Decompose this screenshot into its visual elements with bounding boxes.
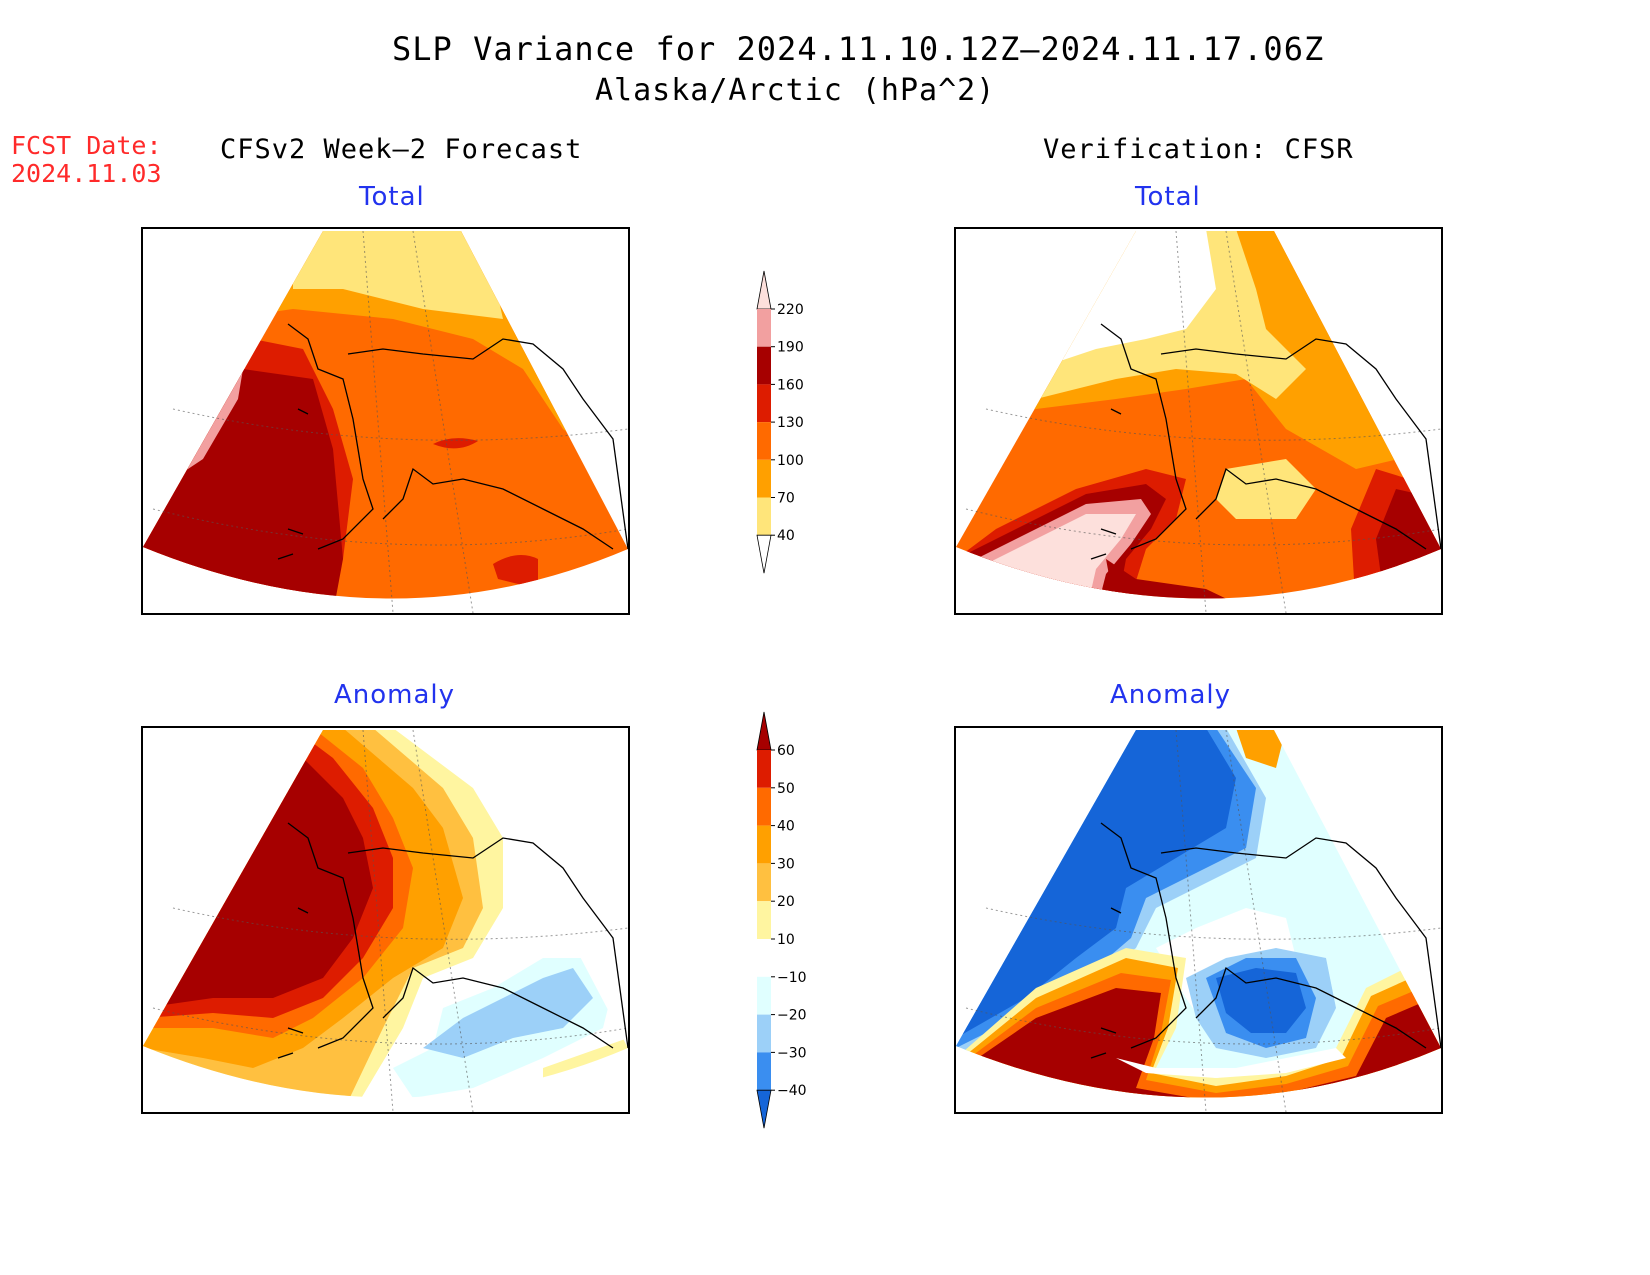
forecast-anomaly-heading: Anomaly	[334, 680, 456, 710]
total-colorbar-tick-label: 160	[777, 377, 804, 393]
forecast-anomaly-map	[141, 726, 630, 1114]
figure-subtitle: Alaska/Arctic (hPa^2)	[595, 73, 996, 108]
anomaly-colorbar-tick-label: −10	[777, 970, 807, 986]
anomaly-colorbar-tick-label: −40	[777, 1083, 807, 1099]
total-colorbar-tick-label: 70	[777, 491, 795, 507]
anomaly-colorbar-swatch	[757, 1052, 771, 1091]
total-colorbar-tick-label: 130	[777, 415, 804, 431]
anomaly-colorbar-tick-label: 20	[777, 894, 795, 910]
anomaly-colorbar-swatch	[757, 976, 771, 1015]
anomaly-colorbar-swatch	[757, 750, 771, 788]
total-colorbar-swatch	[757, 309, 771, 347]
total-colorbar-tick-label: 100	[777, 453, 804, 469]
verification-total-map	[954, 227, 1443, 615]
anomaly-colorbar-top-extension	[756, 711, 772, 751]
anomaly-colorbar-tick-label: 10	[777, 932, 795, 948]
verification-column-title: Verification: CFSR	[1043, 134, 1354, 165]
anomaly-colorbar: 60 50 40 30 20 10 −10 −20 −30 −40	[756, 711, 807, 1129]
anomaly-colorbar-bottom-extension	[756, 1089, 772, 1129]
anomaly-colorbar-swatch	[757, 825, 771, 864]
total-colorbar-tick-label: 190	[777, 340, 804, 356]
total-colorbar-swatch	[757, 497, 771, 536]
figure-title: SLP Variance for 2024.11.10.12Z–2024.11.…	[392, 30, 1325, 68]
total-colorbar-swatch	[757, 422, 771, 460]
fcst-date-label: FCST Date:	[11, 131, 162, 160]
anomaly-colorbar-swatch	[757, 863, 771, 902]
total-colorbar-top-extension	[756, 270, 772, 310]
forecast-total-map	[141, 227, 630, 615]
anomaly-colorbar-swatch	[757, 787, 771, 826]
anomaly-colorbar-tick-label: −20	[777, 1008, 807, 1024]
verification-total-heading: Total	[1135, 182, 1201, 212]
total-colorbar-tick-label: 40	[777, 528, 795, 544]
anomaly-colorbar-swatch	[757, 939, 771, 977]
anomaly-colorbar-swatch	[757, 901, 771, 939]
verification-anomaly-map	[954, 726, 1443, 1114]
anomaly-colorbar-tick-label: −30	[777, 1045, 807, 1061]
forecast-total-heading: Total	[359, 182, 425, 212]
anomaly-colorbar-tick-label: 60	[777, 743, 795, 759]
anomaly-colorbar-tick-label: 40	[777, 819, 795, 835]
anomaly-colorbar-swatch	[757, 1014, 771, 1053]
total-colorbar: 220 190 160 130 100 70 40	[756, 270, 804, 574]
total-colorbar-swatch	[757, 459, 771, 498]
anomaly-colorbar-tick-label: 30	[777, 856, 795, 872]
total-colorbar-swatch	[757, 384, 771, 423]
forecast-column-title: CFSv2 Week–2 Forecast	[220, 134, 583, 165]
total-colorbar-bottom-extension	[756, 534, 772, 574]
fcst-date-value: 2024.11.03	[11, 159, 162, 188]
total-colorbar-swatch	[757, 346, 771, 385]
verification-anomaly-heading: Anomaly	[1110, 680, 1232, 710]
anomaly-colorbar-tick-label: 50	[777, 781, 795, 797]
total-colorbar-tick-label: 220	[777, 302, 804, 318]
